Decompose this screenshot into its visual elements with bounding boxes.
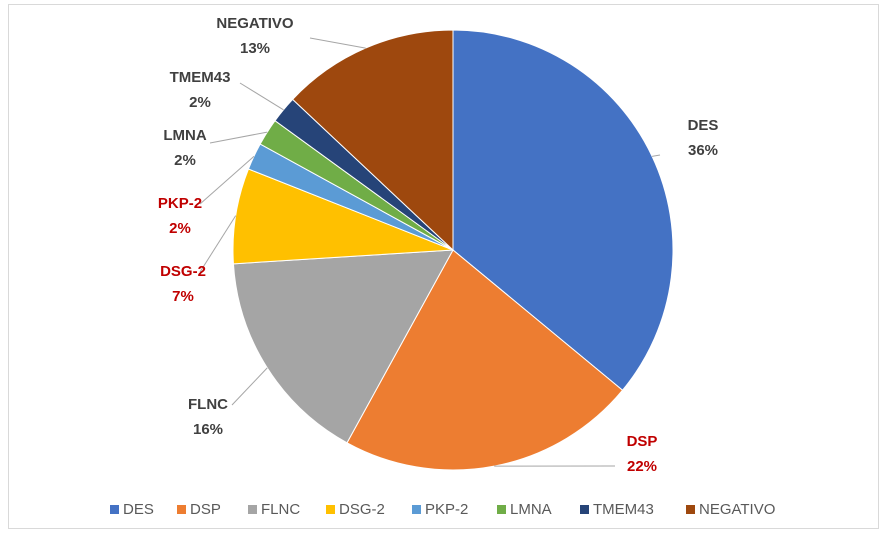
data-label-value: 2%: [174, 152, 196, 169]
legend-label: DES: [123, 501, 154, 518]
leader-line: [209, 131, 268, 144]
legend-label: PKP-2: [425, 501, 468, 518]
legend-label: FLNC: [261, 501, 300, 518]
legend-swatch: [326, 505, 335, 514]
data-label-name: LMNA: [163, 127, 206, 144]
data-label-value: 2%: [189, 94, 211, 111]
data-label-value: 13%: [240, 40, 270, 57]
data-label-value: 16%: [193, 421, 223, 438]
legend-label: LMNA: [510, 501, 552, 518]
data-label-name: NEGATIVO: [216, 15, 294, 32]
legend-swatch: [177, 505, 186, 514]
data-label-name: DSG-2: [160, 263, 206, 280]
legend-swatch: [248, 505, 257, 514]
leader-line: [239, 82, 284, 111]
leader-line: [231, 367, 268, 406]
pie-slice: [346, 249, 624, 471]
legend-swatch: [412, 505, 421, 514]
pie-slice: [452, 29, 674, 391]
data-label-value: 36%: [688, 142, 718, 159]
leader-line: [651, 154, 661, 157]
pie-slice: [291, 29, 454, 252]
legend-swatch: [686, 505, 695, 514]
data-label-value: 22%: [627, 458, 657, 475]
legend-swatch: [580, 505, 589, 514]
leader-line: [199, 215, 237, 273]
pie-slice: [232, 249, 454, 444]
legend-label: DSP: [190, 501, 221, 518]
data-label-name: FLNC: [188, 396, 228, 413]
leader-line: [309, 37, 366, 49]
data-label-name: TMEM43: [170, 69, 231, 86]
data-label-name: DES: [688, 117, 719, 134]
data-label-name: DSP: [627, 433, 658, 450]
data-label-value: 7%: [172, 288, 194, 305]
legend-label: NEGATIVO: [699, 501, 775, 518]
data-label-name: PKP-2: [158, 195, 202, 212]
legend-label: TMEM43: [593, 501, 654, 518]
legend-swatch: [497, 505, 506, 514]
legend-swatch: [110, 505, 119, 514]
data-label-value: 2%: [169, 220, 191, 237]
leader-line: [199, 155, 255, 205]
legend-label: DSG-2: [339, 501, 385, 518]
